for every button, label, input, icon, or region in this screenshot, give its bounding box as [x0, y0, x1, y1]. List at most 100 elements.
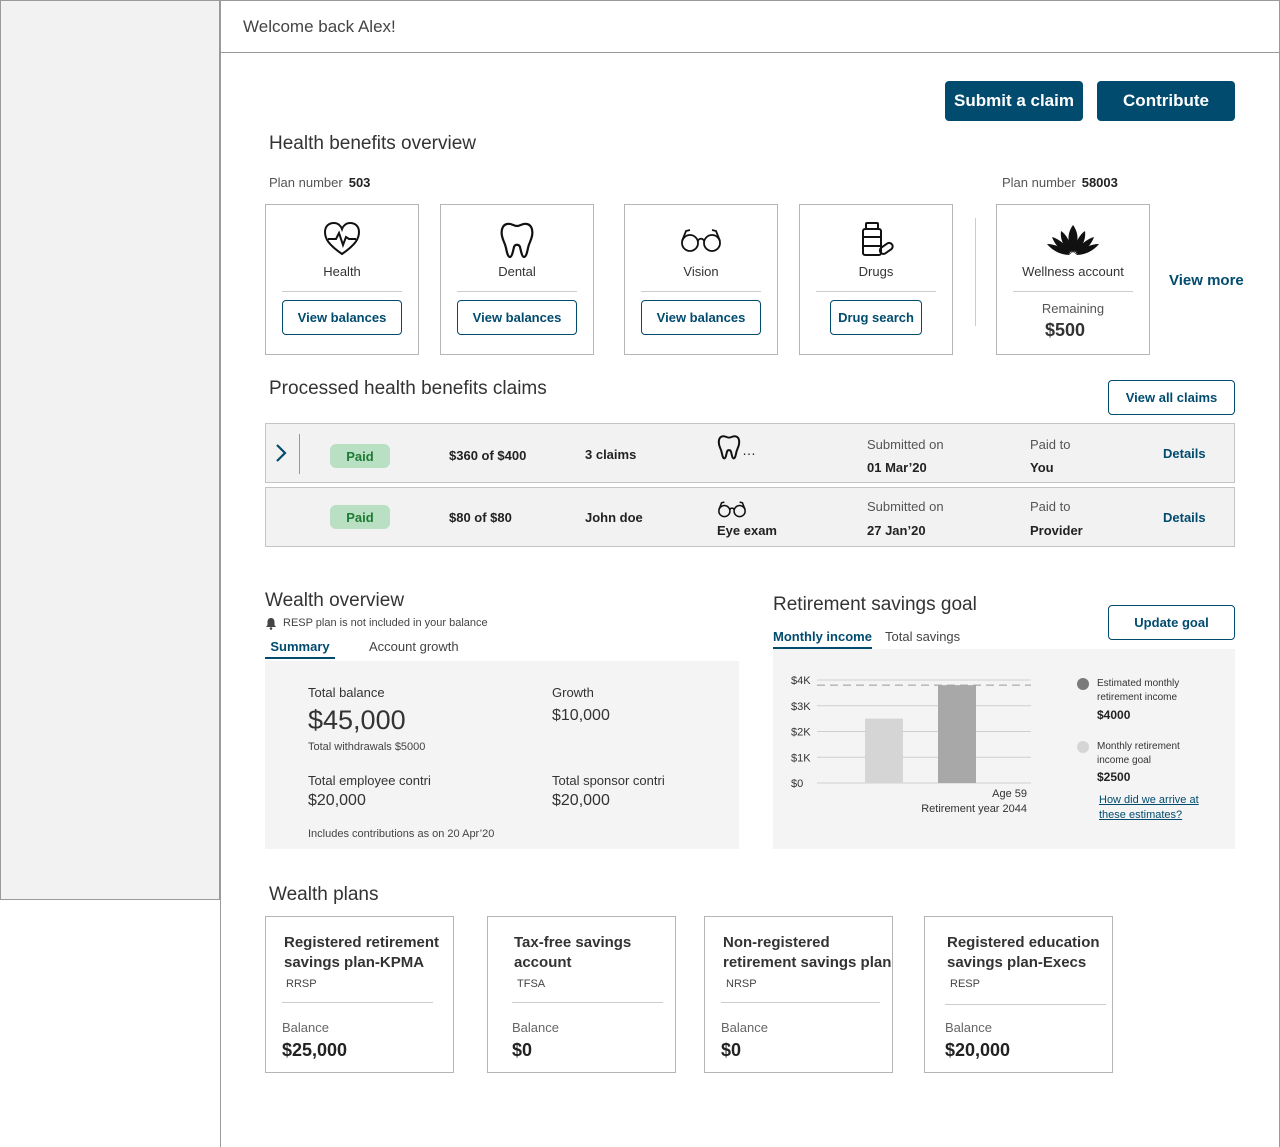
paid-to-label: Paid to [1030, 437, 1071, 452]
vertical-divider [975, 218, 976, 326]
sidebar [0, 0, 220, 900]
divider [457, 291, 577, 292]
view-all-claims-button[interactable]: View all claims [1108, 380, 1235, 415]
plan-code: NRSP [726, 978, 757, 990]
divider [512, 1002, 663, 1003]
glasses-icon [717, 500, 747, 523]
legend-label-estimated: Estimated monthly retirement income [1097, 678, 1180, 703]
balance-label: Balance [512, 1020, 559, 1035]
y-tick-label: $4K [791, 675, 811, 687]
claim-amount: $80 of $80 [449, 510, 512, 525]
divider [1013, 291, 1133, 292]
glasses-icon [625, 227, 777, 253]
view-balances-button[interactable]: View balances [282, 300, 402, 335]
y-tick-label: $0 [791, 778, 803, 790]
benefit-card-health: Health View balances [265, 204, 419, 355]
remaining-value: $500 [1045, 320, 1086, 340]
status-badge: Paid [330, 505, 390, 529]
legend-swatch-goal [1077, 741, 1089, 753]
plan-code: TFSA [517, 978, 546, 990]
plan-number-label: Plan number [269, 175, 343, 190]
divider [721, 1002, 880, 1003]
submitted-date: 27 Jan’20 [867, 523, 926, 538]
growth-label: Growth [552, 685, 594, 700]
balance-label: Balance [945, 1020, 992, 1035]
plan-card-nrsp[interactable]: Non-registered retirement savings plan NR… [704, 916, 893, 1073]
health-benefits-title: Health benefits overview [269, 133, 476, 154]
plan-title: Tax-free savings account [514, 934, 632, 971]
employee-contri-value: $20,000 [308, 792, 366, 809]
claim-count: 3 claims [585, 447, 637, 462]
update-goal-button[interactable]: Update goal [1108, 605, 1235, 640]
paid-to-label: Paid to [1030, 499, 1071, 514]
status-badge: Paid [330, 444, 390, 468]
benefit-name: Health [323, 264, 361, 279]
processed-claims-title: Processed health benefits claims [269, 378, 547, 399]
plan-code: RRSP [286, 978, 317, 990]
balance-value: $20,000 [945, 1040, 1011, 1060]
tooth-icon [717, 434, 741, 465]
x-axis-label-age: Age 59 [992, 788, 1027, 800]
benefit-name: Wellness account [1022, 264, 1124, 279]
legend-swatch-estimated [1077, 678, 1089, 690]
paid-to-value: You [1030, 460, 1054, 475]
estimates-link[interactable]: How did we arrive at these estimates? [1099, 794, 1199, 821]
balance-value: $0 [721, 1040, 742, 1060]
plan-code: RESP [950, 978, 980, 990]
claim-service: … [742, 442, 756, 458]
divider [282, 291, 402, 292]
chevron-right-icon[interactable] [274, 442, 288, 469]
retirement-chart-panel: $4K $3K $2K $1K $0 Age 59 Retirement year 2044… [773, 649, 1235, 849]
divider [816, 291, 936, 292]
view-balances-button[interactable]: View balances [457, 300, 577, 335]
benefit-name: Drugs [858, 264, 894, 279]
lotus-icon [997, 223, 1149, 257]
welcome-message: Welcome back Alex! [243, 17, 396, 36]
claim-service: Eye exam [717, 523, 777, 538]
sponsor-contri-value: $20,000 [552, 792, 610, 809]
paid-to-value: Provider [1030, 523, 1083, 538]
tab-monthly-income[interactable]: Monthly income [773, 629, 872, 649]
drug-search-button[interactable]: Drug search [830, 300, 922, 335]
legend-label-goal: Monthly retirement income goal [1097, 741, 1180, 766]
employee-contri-label: Total employee contri [308, 773, 431, 788]
claim-row: Paid $360 of $400 3 claims … Submitted o… [265, 423, 1235, 483]
remaining-label: Remaining [1041, 301, 1105, 316]
retirement-bar-chart: $4K $3K $2K $1K $0 Age 59 Retirement year 2044 [791, 675, 1031, 815]
balance-label: Balance [282, 1020, 329, 1035]
details-link[interactable]: Details [1163, 446, 1206, 461]
plan-card-resp[interactable]: Registered education savings plan-Execs R… [924, 916, 1113, 1073]
view-more-link[interactable]: View more [1169, 272, 1244, 289]
plan-title: Registered retirement savings plan-KPMA [284, 934, 440, 971]
submit-claim-button[interactable]: Submit a claim [945, 81, 1083, 121]
view-balances-button[interactable]: View balances [641, 300, 761, 335]
y-tick-label: $3K [791, 701, 811, 713]
total-withdrawals: Total withdrawals $5000 [308, 741, 426, 753]
contribute-button[interactable]: Contribute [1097, 81, 1235, 121]
divider [282, 1002, 433, 1003]
bar-estimated [938, 685, 976, 783]
submitted-label: Submitted on [867, 499, 944, 514]
contributions-asof: Includes contributions as on 20 Apr’20 [308, 828, 495, 840]
benefit-card-dental: Dental View balances [440, 204, 594, 355]
row-divider [299, 434, 300, 474]
sponsor-contri-label: Total sponsor contri [552, 773, 665, 788]
retirement-goal-title: Retirement savings goal [773, 594, 977, 615]
plan-number-value: 58003 [1081, 175, 1118, 190]
wealth-overview-title: Wealth overview [265, 590, 405, 611]
heart-pulse-icon [266, 221, 418, 257]
plan-card-rrsp[interactable]: Registered retirement savings plan-KPMA R… [265, 916, 454, 1073]
tab-account-growth[interactable]: Account growth [369, 639, 459, 654]
balance-value: $0 [512, 1040, 533, 1060]
details-link[interactable]: Details [1163, 510, 1206, 525]
plan-number-58003: Plan number 58003 [1002, 175, 1118, 190]
wealth-plans-title: Wealth plans [269, 884, 379, 905]
submitted-label: Submitted on [867, 437, 944, 452]
legend-value-estimated: $4000 [1097, 708, 1131, 722]
plan-title: Non-registered retirement savings plan [723, 934, 892, 971]
plan-card-tfsa[interactable]: Tax-free savings account TFSA Balance $0 [487, 916, 676, 1073]
claim-row: Paid $80 of $80 John doe Eye exam Submit… [265, 487, 1235, 547]
tab-summary[interactable]: Summary [265, 639, 335, 659]
tab-total-savings[interactable]: Total savings [885, 629, 961, 644]
benefit-card-drugs: Drugs Drug search [799, 204, 953, 355]
